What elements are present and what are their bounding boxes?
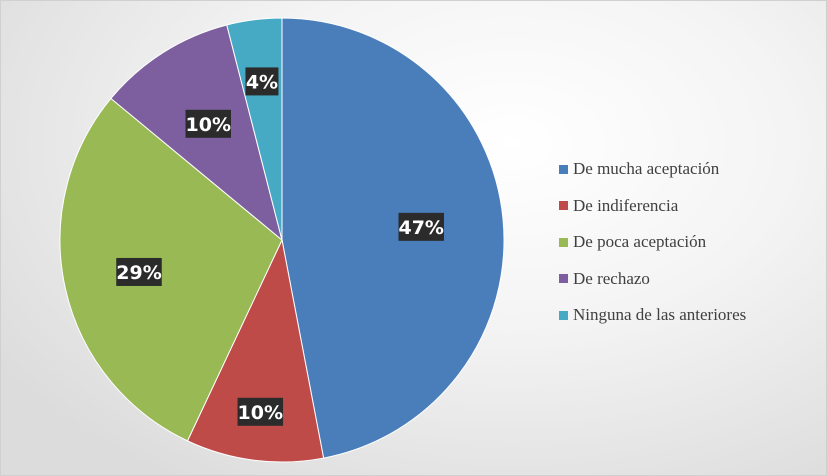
legend-swatch — [559, 310, 568, 320]
slice-indiferencia — [186, 238, 325, 463]
legend-item-rechazo: De rechazo — [559, 261, 809, 298]
legend-item-ninguna: Ninguna de las anteriores — [559, 297, 809, 334]
legend-item-indiferencia: De indiferencia — [559, 188, 809, 225]
slice-mucha-aceptacion — [281, 17, 505, 459]
legend-label: De rechazo — [573, 268, 650, 288]
data-label-text: 10% — [186, 114, 231, 136]
legend-label: De poca aceptación — [573, 232, 707, 252]
legend-label: Ninguna de las anteriores — [573, 305, 747, 325]
data-label-background — [185, 109, 231, 138]
legend-swatch — [559, 164, 568, 174]
data-label: 10% — [237, 397, 284, 426]
data-label: 47% — [398, 212, 444, 241]
legend-item-poca-aceptacion: De poca aceptación — [559, 224, 809, 261]
legend-item-mucha-aceptacion: De mucha aceptación — [559, 151, 809, 188]
slice-poca-aceptacion — [59, 97, 283, 442]
data-label: 29% — [116, 257, 162, 286]
legend-swatch — [559, 274, 568, 284]
data-label: 10% — [185, 109, 231, 138]
data-label-text: 4% — [246, 71, 278, 93]
data-label-background — [245, 67, 279, 96]
data-labels: 47% 10% 29% 10% 4% — [116, 67, 444, 426]
data-label-background — [398, 212, 444, 241]
legend-swatch — [559, 201, 568, 211]
data-label-text: 10% — [238, 402, 283, 424]
data-label-text: 29% — [116, 262, 161, 284]
pie-slices — [59, 17, 505, 463]
legend-label: De indiferencia — [573, 195, 679, 215]
data-label-background — [237, 397, 284, 426]
data-label: 4% — [245, 67, 279, 96]
legend-label: De mucha aceptación — [573, 159, 720, 179]
data-label-text: 47% — [398, 217, 443, 239]
legend-swatch — [559, 237, 568, 247]
legend: De mucha aceptación De indiferencia De p… — [559, 151, 809, 331]
data-label-background — [116, 257, 162, 286]
